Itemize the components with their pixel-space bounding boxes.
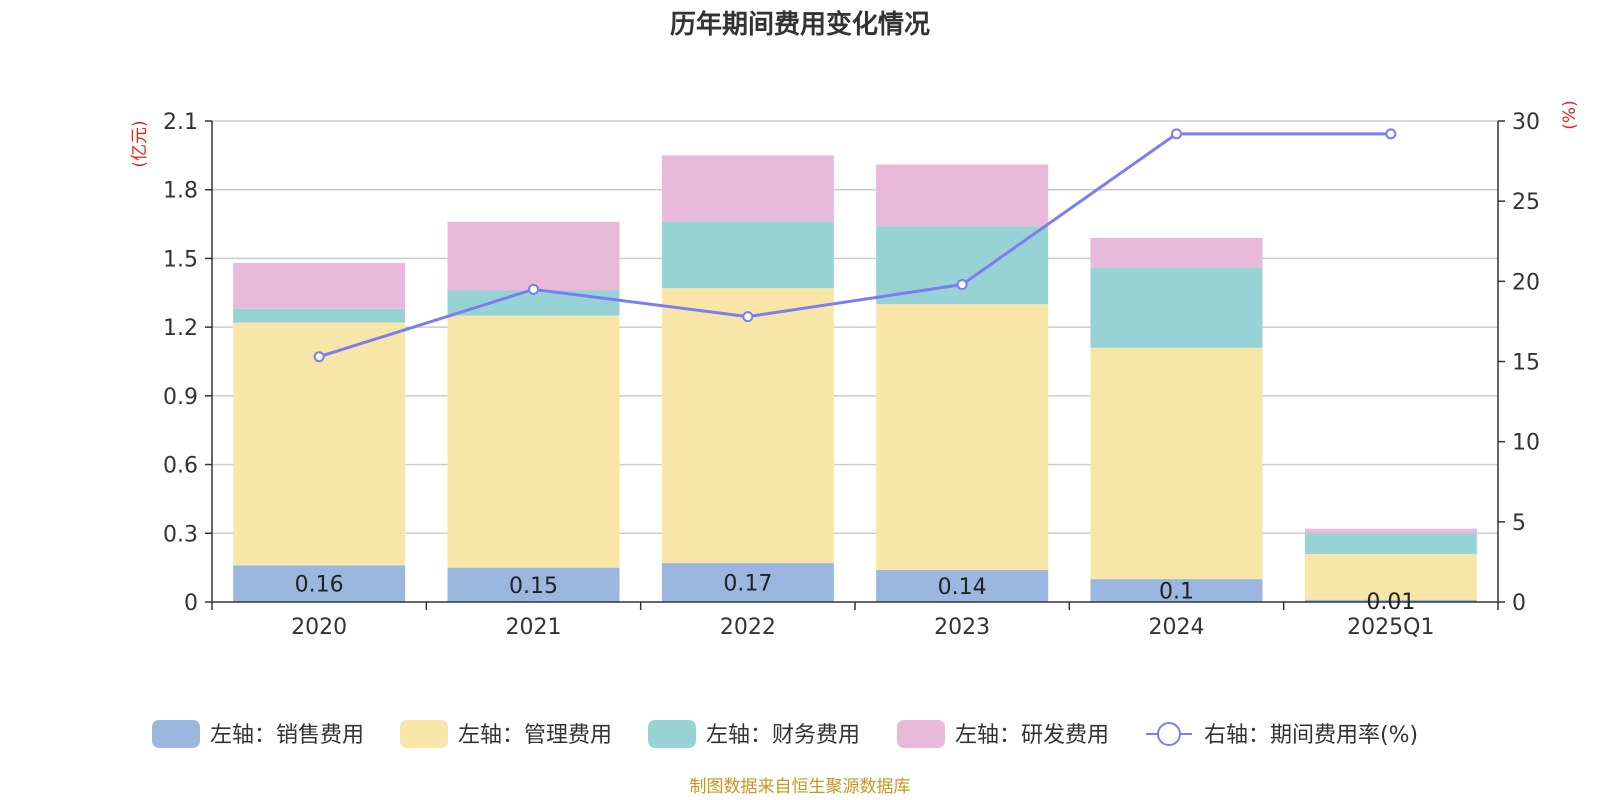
bar-data-label: 0.17	[723, 572, 772, 597]
right-tick-label: 5	[1512, 511, 1526, 536]
bar-data-label: 0.16	[295, 573, 344, 598]
left-tick-label: 1.8	[163, 179, 198, 204]
chart-title: 历年期间费用变化情况	[670, 9, 930, 40]
left-tick-label: 1.2	[163, 316, 198, 341]
x-tick-label: 2021	[506, 615, 562, 640]
legend-swatch	[400, 720, 448, 748]
bar-labels: 0.16 0.15 0.17 0.14 0.1 0.01	[295, 572, 1416, 615]
bar-segment	[1090, 267, 1263, 348]
bar-segment	[233, 308, 406, 323]
left-tick-label: 0.9	[163, 385, 198, 410]
x-tick-label: 2024	[1149, 615, 1205, 640]
bar-segment	[233, 565, 406, 602]
bar-segment	[1304, 553, 1477, 600]
bar-segment	[447, 315, 620, 568]
rate-point	[742, 311, 754, 323]
bar-data-label: 0.15	[509, 574, 558, 599]
bar-segment	[1304, 599, 1477, 602]
rate-point	[313, 351, 325, 363]
rate-point	[528, 283, 539, 295]
bar-segment	[876, 304, 1049, 570]
rate-line	[313, 128, 1397, 363]
bar-segment	[1304, 533, 1477, 554]
grid-lines	[212, 120, 1498, 535]
legend-label: 左轴：管理费用	[458, 723, 612, 748]
rate-point	[1385, 128, 1397, 140]
left-axis-unit: (亿元)	[130, 120, 150, 167]
left-tick-label: 2.1	[163, 110, 198, 135]
legend-label: 左轴：财务费用	[706, 723, 860, 748]
bar-data-label: 0.01	[1366, 590, 1415, 615]
bar-data-label: 0.14	[938, 575, 987, 600]
left-tick-label: 0	[184, 591, 198, 616]
bar-segment	[661, 288, 834, 564]
source-note: 制图数据来自恒生聚源数据库	[690, 777, 911, 797]
right-tick-label: 30	[1512, 110, 1540, 135]
bar-segment	[447, 567, 620, 602]
bar-segment	[661, 221, 834, 289]
x-tick-label: 2025Q1	[1347, 615, 1434, 640]
left-tick-label: 0.6	[163, 454, 198, 479]
legend-label: 左轴：销售费用	[210, 723, 364, 748]
x-tick-label: 2023	[934, 615, 990, 640]
left-tick-label: 0.3	[163, 522, 198, 547]
right-tick-label: 0	[1512, 591, 1526, 616]
legend-label: 右轴：期间费用率(%)	[1204, 723, 1418, 748]
bar-segment	[233, 263, 406, 309]
bar-segment	[1090, 237, 1263, 268]
bar-segment	[876, 569, 1049, 602]
bar-segment	[1090, 347, 1263, 580]
axes: 0 0.3 0.6 0.9 1.2 1.5 1.8 2.1 0 5 10 15 20 25 30 2020 20…	[163, 110, 1540, 640]
legend-swatch	[648, 720, 696, 748]
bar-segment	[1090, 579, 1263, 602]
bar-data-label: 0.1	[1159, 580, 1194, 605]
legend-swatch	[897, 720, 945, 748]
legend: 左轴：销售费用 左轴：管理费用 左轴：财务费用 左轴：研发费用 右轴：期间费用率(%)	[152, 720, 1418, 748]
bars	[233, 155, 1477, 602]
right-tick-label: 10	[1512, 431, 1540, 456]
right-tick-label: 15	[1512, 351, 1540, 376]
legend-label: 左轴：研发费用	[955, 723, 1109, 748]
bar-segment	[447, 221, 620, 291]
bar-segment	[661, 155, 834, 222]
rate-point	[1171, 128, 1182, 140]
right-tick-label: 25	[1512, 190, 1540, 215]
left-tick-label: 1.5	[163, 247, 198, 272]
bar-segment	[233, 322, 406, 566]
rate-point	[956, 279, 968, 291]
legend-marker	[1157, 722, 1181, 746]
rate-line-path	[318, 132, 1391, 359]
bar-segment	[876, 164, 1049, 227]
x-tick-label: 2020	[291, 615, 347, 640]
bar-segment	[1304, 528, 1477, 534]
x-tick-label: 2022	[720, 615, 776, 640]
right-axis-unit: (%)	[1560, 100, 1580, 129]
bar-segment	[876, 226, 1049, 305]
bar-segment	[661, 563, 834, 602]
legend-swatch	[152, 720, 200, 748]
right-tick-label: 20	[1512, 270, 1540, 295]
